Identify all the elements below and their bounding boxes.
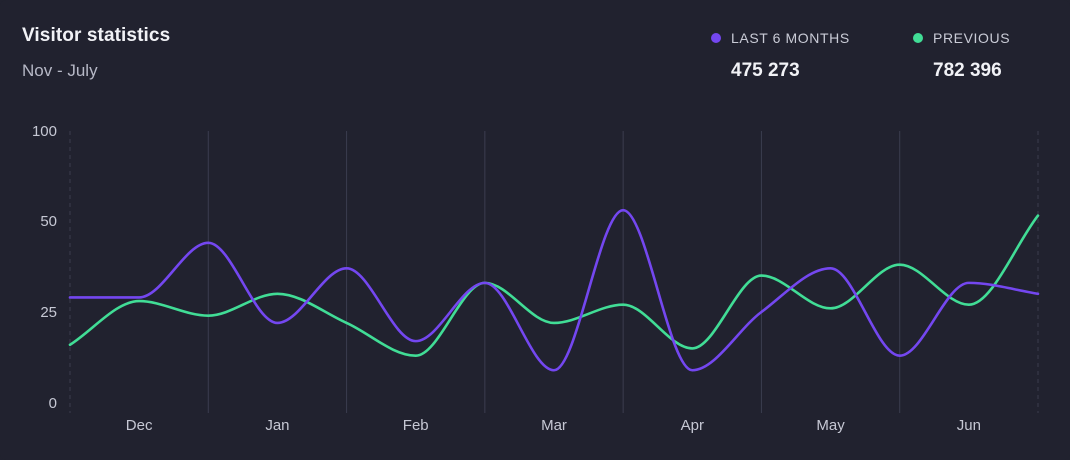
y-tick-label: 25 bbox=[40, 304, 57, 321]
series-line-last-6-months bbox=[68, 208, 1040, 372]
chart-subtitle: Nov - July bbox=[22, 61, 98, 80]
x-tick-label: Apr bbox=[681, 417, 704, 434]
legend-item-last-6-months[interactable]: LAST 6 MONTHS 475 273 bbox=[711, 29, 850, 82]
legend-value: 782 396 bbox=[933, 60, 1002, 81]
legend-label: PREVIOUS bbox=[933, 30, 1011, 46]
legend-dot-icon bbox=[711, 33, 721, 43]
x-tick-label: Jun bbox=[957, 417, 981, 434]
x-tick-label: Feb bbox=[403, 417, 429, 434]
y-tick-label: 50 bbox=[40, 213, 57, 230]
legend-label: LAST 6 MONTHS bbox=[731, 30, 850, 46]
x-tick-label: Jan bbox=[265, 417, 289, 434]
legend-value: 475 273 bbox=[731, 60, 800, 81]
y-tick-label: 0 bbox=[49, 395, 57, 412]
chart-title: Visitor statistics bbox=[22, 25, 171, 46]
series-line-previous bbox=[68, 214, 1040, 357]
x-tick-label: Mar bbox=[541, 417, 567, 434]
legend-item-previous[interactable]: PREVIOUS 782 396 bbox=[913, 29, 1010, 82]
y-tick-label: 100 bbox=[32, 123, 57, 140]
legend-dot-icon bbox=[913, 33, 923, 43]
x-tick-label: May bbox=[816, 417, 845, 434]
x-tick-label: Dec bbox=[126, 417, 153, 434]
